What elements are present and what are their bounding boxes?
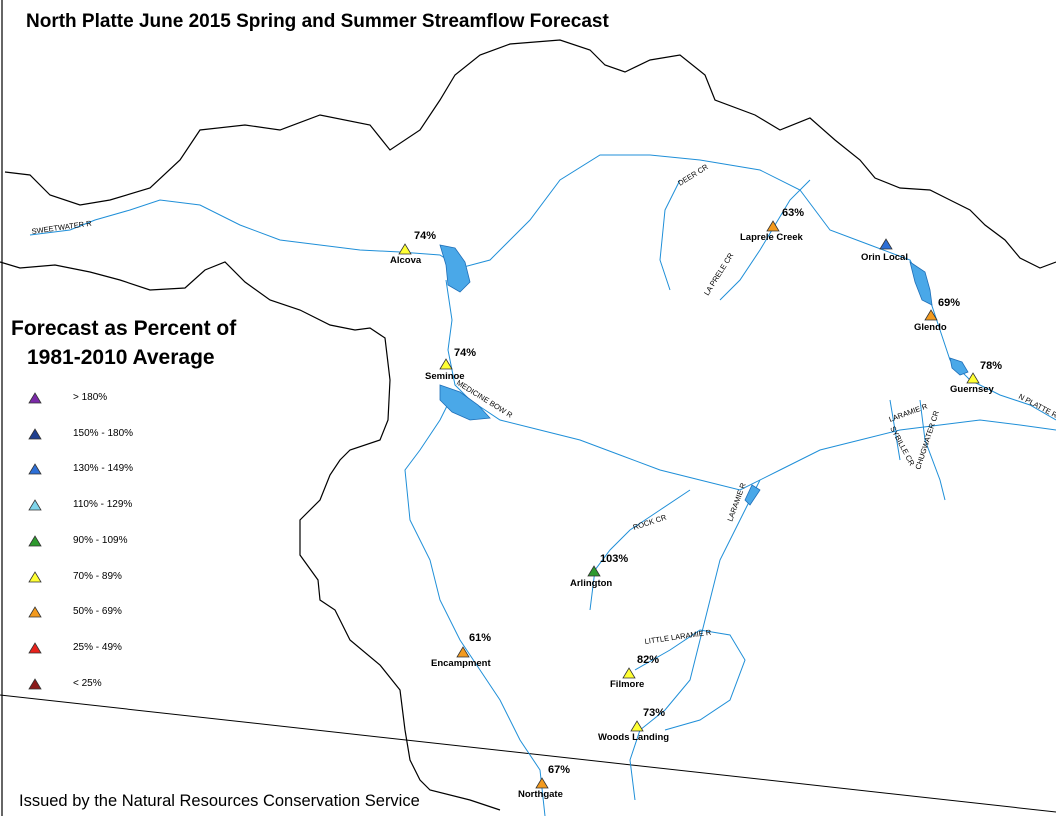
river-label: CHUGWATER CR bbox=[913, 409, 941, 471]
station-marker bbox=[456, 646, 470, 658]
legend-label: 150% - 180% bbox=[73, 428, 134, 439]
station-filmore: 82% Filmore bbox=[610, 654, 659, 690]
station-marker bbox=[630, 720, 644, 732]
station-percent: 67% bbox=[548, 764, 570, 776]
river-label: N PLATTE R bbox=[1017, 392, 1056, 420]
legend-label: 25% - 49% bbox=[73, 642, 122, 653]
legend-triangle-icon bbox=[28, 463, 42, 475]
legend-title: Forecast as Percent of 1981-2010 Average bbox=[11, 314, 236, 372]
legend-item: 90% - 109% bbox=[28, 533, 248, 551]
station-name: Orin Local bbox=[861, 252, 908, 263]
river-label: DEER CR bbox=[676, 162, 710, 188]
legend-triangle-icon bbox=[28, 571, 42, 583]
station-marker bbox=[766, 220, 780, 232]
station-alcova: 74% Alcova bbox=[390, 230, 436, 266]
legend-item: 150% - 180% bbox=[28, 426, 248, 444]
state-line bbox=[0, 694, 1056, 813]
station-encampment: 61% Encampment bbox=[431, 632, 491, 669]
station-name: Guernsey bbox=[950, 384, 995, 395]
station-percent: 103% bbox=[600, 553, 628, 565]
legend-triangle-icon bbox=[28, 392, 42, 404]
legend-item: 130% - 149% bbox=[28, 461, 248, 479]
station-seminoe: 74% Seminoe bbox=[425, 347, 476, 382]
station-name: Alcova bbox=[390, 255, 422, 266]
legend-label: 50% - 69% bbox=[73, 606, 122, 617]
legend-triangle-icon bbox=[28, 606, 42, 618]
station-percent: 61% bbox=[469, 632, 491, 644]
legend-item: 50% - 69% bbox=[28, 604, 248, 622]
station-marker bbox=[924, 309, 938, 321]
legend-item: > 180% bbox=[28, 390, 248, 408]
legend-item: 25% - 49% bbox=[28, 640, 248, 658]
legend-title-line2: 1981-2010 Average bbox=[27, 346, 215, 369]
legend-label: < 25% bbox=[73, 678, 102, 689]
reservoirs bbox=[439, 244, 969, 506]
legend-item: 110% - 129% bbox=[28, 497, 248, 515]
legend-item: 70% - 89% bbox=[28, 569, 248, 587]
river-label: LA PRELE CR bbox=[702, 251, 736, 297]
river-label: ROCK CR bbox=[632, 512, 668, 531]
legend-label: 130% - 149% bbox=[73, 463, 134, 474]
river-label: LITTLE LARAMIE R bbox=[644, 628, 712, 646]
station-name: Glendo bbox=[914, 322, 947, 333]
station-name: Laprele Creek bbox=[740, 232, 804, 243]
station-marker bbox=[966, 372, 980, 384]
rivers bbox=[29, 154, 1056, 816]
station-percent: 63% bbox=[782, 207, 804, 219]
legend-title-line1: Forecast as Percent of bbox=[11, 317, 237, 340]
station-name: Encampment bbox=[431, 658, 491, 669]
station-name: Woods Landing bbox=[598, 732, 669, 743]
legend-label: > 180% bbox=[73, 392, 108, 403]
station-orin-local: Orin Local bbox=[861, 238, 908, 263]
station-marker bbox=[587, 565, 601, 577]
station-percent: 74% bbox=[414, 230, 436, 242]
river-label: SYBILLE CR bbox=[888, 425, 917, 468]
station-woods-landing: 73% Woods Landing bbox=[598, 707, 669, 743]
legend-triangle-icon bbox=[28, 428, 42, 440]
legend-triangle-icon bbox=[28, 535, 42, 547]
legend-label: 70% - 89% bbox=[73, 571, 122, 582]
station-marker bbox=[622, 667, 636, 679]
station-name: Northgate bbox=[518, 789, 563, 800]
station-name: Filmore bbox=[610, 679, 644, 690]
footer-credit: Issued by the Natural Resources Conserva… bbox=[19, 792, 420, 810]
legend-label: 110% - 129% bbox=[73, 499, 133, 510]
legend-item: < 25% bbox=[28, 676, 248, 694]
station-name: Arlington bbox=[570, 578, 612, 589]
legend-triangle-icon bbox=[28, 499, 42, 511]
station-marker bbox=[439, 358, 453, 370]
station-percent: 82% bbox=[637, 654, 659, 666]
station-laprele-creek: 63% Laprele Creek bbox=[740, 207, 804, 243]
legend-triangle-icon bbox=[28, 642, 42, 654]
station-glendo: 69% Glendo bbox=[914, 297, 960, 333]
station-marker bbox=[535, 777, 549, 789]
station-arlington: 103% Arlington bbox=[570, 553, 628, 589]
station-percent: 74% bbox=[454, 347, 476, 359]
station-northgate: 67% Northgate bbox=[518, 764, 570, 800]
station-marker bbox=[398, 243, 412, 255]
station-guernsey: 78% Guernsey bbox=[950, 360, 1002, 395]
map-title: North Platte June 2015 Spring and Summer… bbox=[26, 11, 609, 32]
station-name: Seminoe bbox=[425, 371, 465, 382]
legend-triangle-icon bbox=[28, 678, 42, 690]
station-percent: 78% bbox=[980, 360, 1002, 372]
river-label: SWEETWATER R bbox=[31, 219, 93, 236]
station-percent: 69% bbox=[938, 297, 960, 309]
station-marker bbox=[879, 238, 893, 250]
station-percent: 73% bbox=[643, 707, 665, 719]
legend-label: 90% - 109% bbox=[73, 535, 128, 546]
